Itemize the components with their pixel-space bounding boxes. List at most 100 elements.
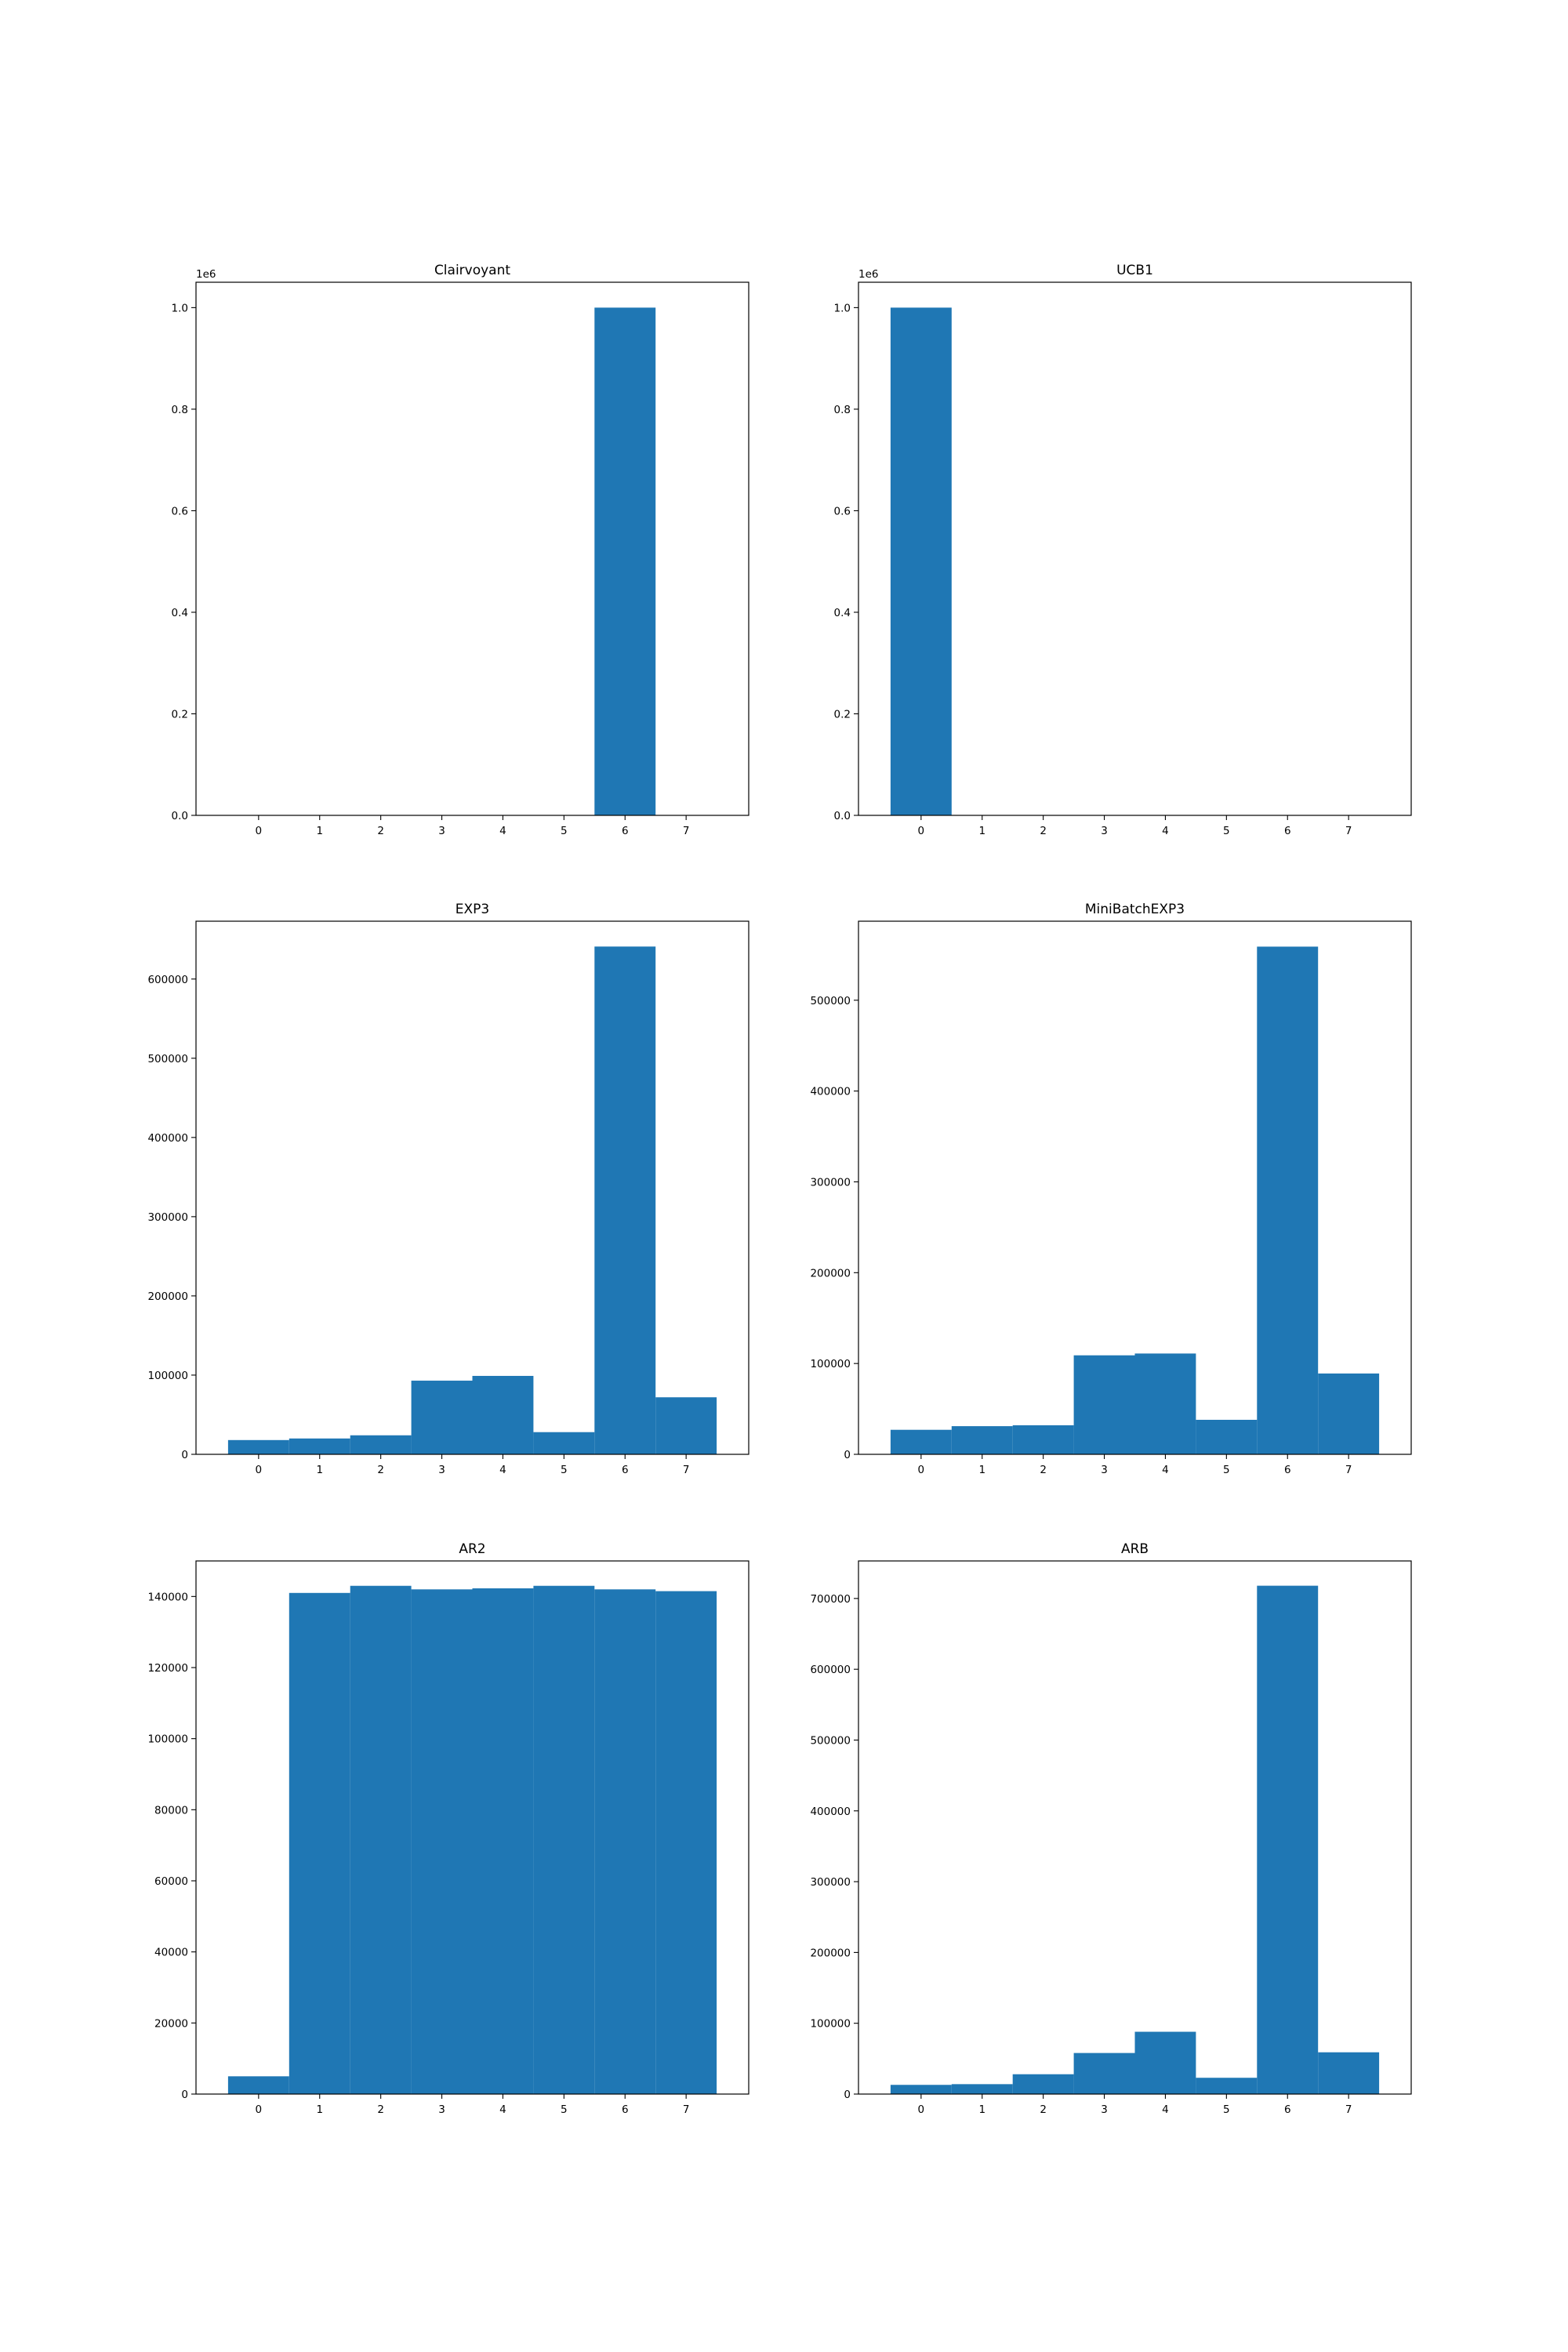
bar-5	[533, 1432, 595, 1454]
x-tick-label: 2	[377, 1464, 384, 1476]
x-tick-label: 6	[622, 2103, 629, 2116]
y-tick-label: 100000	[810, 2018, 851, 2031]
bar-6	[594, 1589, 656, 2094]
subplot-2: EXP3 0 1 2 3 4 5 6 7 0 100000 200000 300000 400000 500…	[147, 902, 750, 1476]
bar-0	[890, 307, 952, 815]
y-tick-label: 300000	[810, 1876, 851, 1889]
x-tick-label: 7	[683, 1464, 690, 1476]
y-tick-label: 300000	[147, 1211, 188, 1224]
x-tick-label: 6	[622, 825, 629, 837]
x-tick-label: 5	[1223, 1464, 1230, 1476]
bar-4	[472, 1588, 534, 2094]
subplot-4: AR2 0 1 2 3 4 5 6 7 0 20000 40000 60000 80000 100000 12…	[147, 1541, 750, 2116]
bar-0	[227, 2076, 289, 2094]
x-tick-label: 6	[1284, 1464, 1291, 1476]
bar-4	[1134, 2031, 1196, 2094]
bar-6	[594, 307, 656, 815]
axes-frame	[195, 281, 750, 816]
y-tick-label: 0.0	[172, 810, 188, 822]
x-tick-label: 1	[316, 1464, 323, 1476]
x-tick-label: 1	[316, 825, 323, 837]
x-tick-label: 5	[561, 825, 568, 837]
bar-0	[890, 1429, 952, 1454]
x-tick-label: 3	[1101, 1464, 1108, 1476]
bar-0	[890, 2085, 952, 2094]
bar-3	[1073, 1355, 1135, 1454]
y-tick-label: 100000	[147, 1733, 188, 1746]
bar-6	[1257, 1585, 1319, 2094]
y-tick-label: 0	[181, 1449, 188, 1461]
y-tick-label: 100000	[810, 1358, 851, 1370]
bar-3	[411, 1589, 473, 2094]
y-tick-label: 0	[844, 1449, 851, 1461]
bar-6	[1257, 946, 1319, 1454]
x-tick-label: 7	[1345, 2103, 1352, 2116]
x-tick-label: 3	[1101, 2103, 1108, 2116]
bar-5	[1196, 2078, 1258, 2094]
x-tick-label: 4	[499, 1464, 506, 1476]
y-tick-label: 400000	[810, 1806, 851, 1818]
bar-5	[533, 1585, 595, 2094]
y-tick-label: 0.0	[834, 810, 851, 822]
x-tick-label: 2	[1040, 1464, 1047, 1476]
x-tick-label: 6	[622, 1464, 629, 1476]
bar-2	[350, 1435, 412, 1454]
axes-frame	[858, 920, 1412, 1455]
subplot-3: MiniBatchEXP3 0 1 2 3 4 5 6 7 0 100000 200000 300000…	[810, 902, 1412, 1476]
bar-4	[472, 1375, 534, 1454]
y-tick-label: 200000	[810, 1267, 851, 1279]
subplot-1: UCB1 0 1 2 3 4 5 6 7 0.0 0.2 0.4 0.6 0.8 1.0 1e6	[834, 263, 1412, 837]
x-tick-label: 0	[918, 825, 925, 837]
y-tick-label: 400000	[147, 1132, 188, 1145]
bar-4	[1134, 1353, 1196, 1454]
y-tick-label: 0	[844, 2089, 851, 2101]
x-tick-label: 0	[918, 2103, 925, 2116]
x-tick-label: 0	[256, 2103, 263, 2116]
y-tick-label: 20000	[154, 2017, 188, 2030]
bar-7	[655, 1397, 717, 1454]
y-tick-label: 60000	[154, 1875, 188, 1888]
x-tick-label: 7	[1345, 825, 1352, 837]
axes-frame	[195, 1560, 750, 2095]
subplot-5: ARB 0 1 2 3 4 5 6 7 0 100000 200000 300000 400000 5000…	[810, 1541, 1412, 2116]
x-tick-label: 3	[438, 1464, 445, 1476]
x-tick-label: 4	[499, 825, 506, 837]
bar-3	[411, 1381, 473, 1454]
x-tick-label: 3	[438, 2103, 445, 2116]
x-tick-label: 2	[1040, 2103, 1047, 2116]
bar-7	[1318, 2052, 1380, 2094]
y-tick-label: 0.6	[834, 505, 851, 517]
x-tick-label: 7	[683, 825, 690, 837]
x-tick-label: 1	[978, 2103, 985, 2116]
x-tick-label: 2	[377, 825, 384, 837]
x-tick-label: 0	[918, 1464, 925, 1476]
x-tick-label: 4	[1162, 825, 1169, 837]
chart-title: AR2	[459, 1541, 485, 1557]
chart-title: ARB	[1121, 1541, 1149, 1557]
y-offset-label: 1e6	[196, 268, 216, 281]
y-tick-label: 400000	[810, 1086, 851, 1098]
bar-1	[289, 1438, 350, 1454]
chart-title: UCB1	[1116, 263, 1153, 278]
y-tick-label: 0.8	[834, 404, 851, 416]
y-tick-label: 1.0	[172, 302, 188, 314]
chart-title: EXP3	[456, 902, 489, 917]
y-tick-label: 120000	[147, 1662, 188, 1675]
y-tick-label: 1.0	[834, 302, 851, 314]
y-tick-label: 500000	[147, 1053, 188, 1065]
y-tick-label: 0.2	[834, 708, 851, 720]
bar-1	[951, 2084, 1013, 2094]
x-tick-label: 0	[256, 1464, 263, 1476]
x-tick-label: 6	[1284, 2103, 1291, 2116]
chart-title: MiniBatchEXP3	[1085, 902, 1185, 917]
x-tick-label: 5	[561, 1464, 568, 1476]
axes-frame	[195, 920, 750, 1455]
x-tick-label: 2	[377, 2103, 384, 2116]
bar-1	[289, 1592, 350, 2094]
y-tick-label: 0	[181, 2089, 188, 2101]
y-tick-label: 600000	[810, 1664, 851, 1676]
x-tick-label: 1	[978, 825, 985, 837]
y-tick-label: 500000	[810, 995, 851, 1007]
y-tick-label: 0.4	[172, 607, 188, 619]
